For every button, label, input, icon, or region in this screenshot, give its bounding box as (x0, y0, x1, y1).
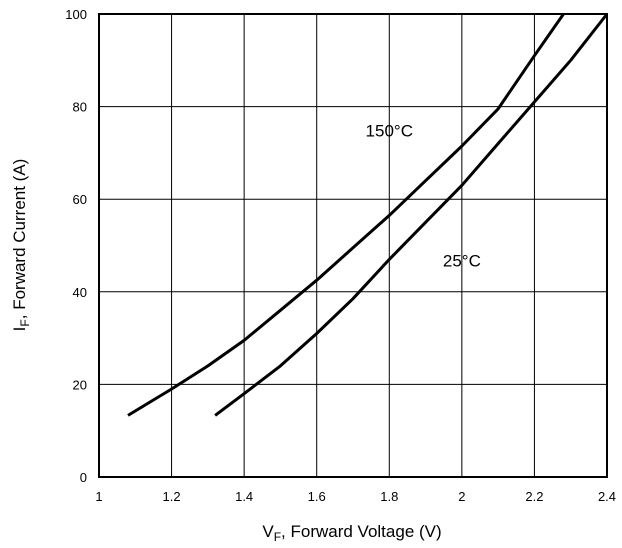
y-tick-label: 100 (65, 7, 87, 22)
x-tick-label: 1.4 (235, 489, 253, 504)
series-layer (127, 13, 609, 417)
y-tick-label: 20 (73, 377, 87, 392)
series-line-25c (214, 13, 609, 417)
series-label-25c: 25°C (443, 251, 481, 270)
grid (99, 14, 607, 477)
y-tick-label: 80 (73, 100, 87, 115)
y-tick-label: 60 (73, 192, 87, 207)
x-tick-label: 1.6 (308, 489, 326, 504)
x-tick-labels: 1 1.2 1.4 1.6 1.8 2 2.2 2.4 (95, 489, 616, 504)
x-tick-label: 1 (95, 489, 102, 504)
x-tick-label: 2.2 (525, 489, 543, 504)
x-tick-label: 2.4 (598, 489, 616, 504)
series-annotations: 150°C 25°C (366, 122, 481, 271)
x-tick-label: 1.2 (163, 489, 181, 504)
plot-frame (98, 13, 608, 478)
x-tick-label: 2 (458, 489, 465, 504)
y-axis-label: IF, Forward Current (A) (10, 159, 32, 332)
series-label-150c: 150°C (366, 122, 413, 141)
series-line-150c (127, 13, 565, 417)
y-tick-label: 40 (73, 285, 87, 300)
y-tick-label: 0 (80, 470, 87, 485)
y-tick-labels: 0 20 40 60 80 100 (65, 7, 87, 485)
x-axis-label: VF, Forward Voltage (V) (262, 522, 441, 544)
x-tick-label: 1.8 (380, 489, 398, 504)
